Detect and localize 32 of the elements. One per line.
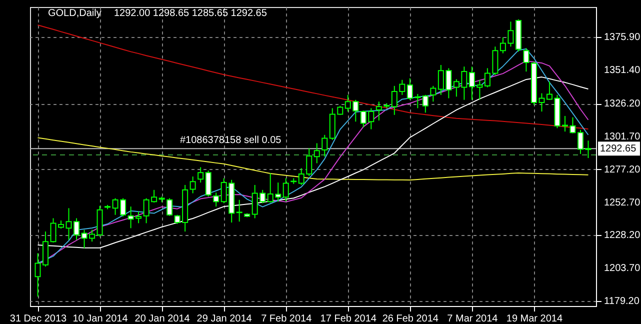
y-tick-label: 1179.20 xyxy=(604,296,640,307)
x-tick-label: 10 Jan 2014 xyxy=(72,314,128,324)
candlestick xyxy=(236,199,242,222)
x-tick-label: 20 Jan 2014 xyxy=(134,314,190,324)
y-tick-label: 1252.70 xyxy=(604,197,641,208)
candlestick xyxy=(198,166,204,184)
y-tick-label: 1203.70 xyxy=(604,263,641,274)
x-tick-label: 7 Feb 2014 xyxy=(261,314,312,324)
candlestick xyxy=(205,170,212,198)
x-tick-label: 26 Feb 2014 xyxy=(382,314,439,324)
ref-line-label: 1292.65 xyxy=(600,144,637,155)
x-tick-label: 31 Dec 2013 xyxy=(10,314,68,324)
y-tick-label: 1301.70 xyxy=(604,132,641,143)
y-tick-label: 1375.90 xyxy=(604,32,641,43)
y-tick-label: 1277.20 xyxy=(604,164,641,176)
y-tick-label: 1228.20 xyxy=(604,230,641,242)
candlestick xyxy=(213,192,220,208)
chart-title: GOLD,Daily xyxy=(48,8,102,19)
candlestick xyxy=(430,85,436,102)
candlestick xyxy=(523,48,530,72)
x-tick-label: 29 Jan 2014 xyxy=(196,314,252,324)
x-tick-label: 17 Feb 2014 xyxy=(320,314,377,324)
x-tick-label: 19 Mar 2014 xyxy=(506,314,563,324)
x-tick-label: 7 Mar 2014 xyxy=(447,314,498,324)
y-tick-label: 1326.20 xyxy=(604,98,641,110)
y-tick-label: 1351.40 xyxy=(604,64,641,76)
candlestick xyxy=(190,176,196,194)
chart-subtitle: 1292.00 1298.65 1285.65 1292.65 xyxy=(114,8,268,19)
candlestick xyxy=(166,198,173,216)
candlestick xyxy=(422,94,428,114)
candlestick xyxy=(282,178,289,202)
ref-line-label: #1086378158 sell 0.05 xyxy=(180,134,282,146)
